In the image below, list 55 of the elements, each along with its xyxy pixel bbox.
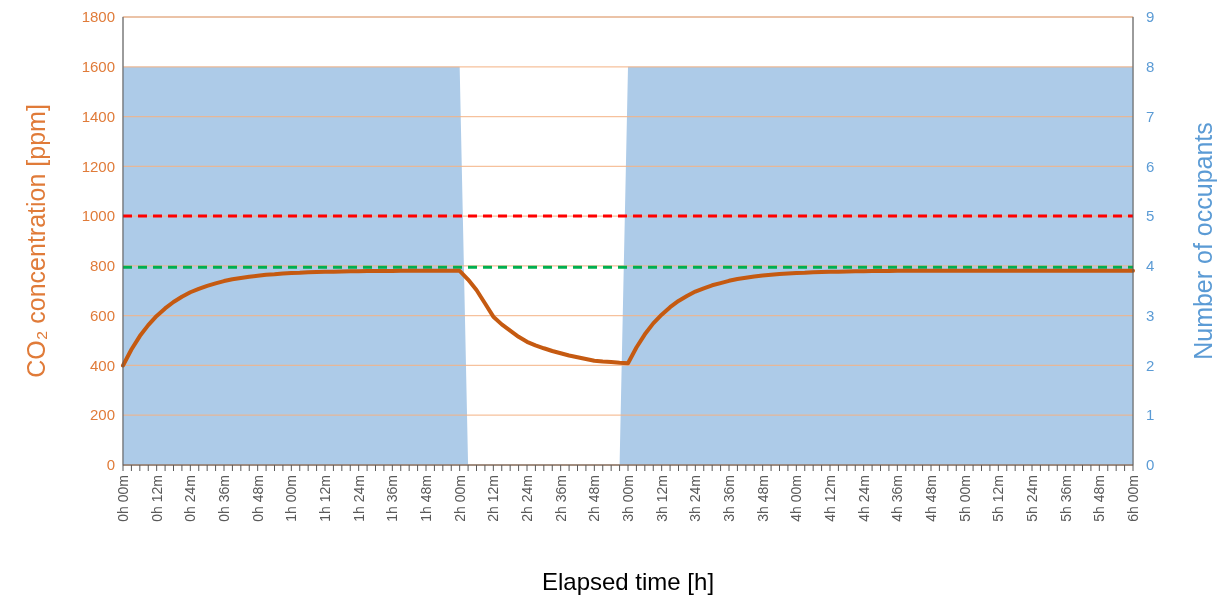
x-tick-label: 2h 48m: [586, 475, 603, 522]
x-tick-label: 2h 24m: [518, 475, 535, 522]
y2-tick-label: 5: [1146, 207, 1155, 225]
x-tick-label: 1h 00m: [283, 475, 300, 522]
x-tick-label: 5h 00m: [956, 475, 973, 522]
x-tick-label: 3h 24m: [687, 475, 704, 522]
x-tick-label: 3h 00m: [619, 475, 636, 522]
x-tick-label: 1h 48m: [417, 475, 434, 522]
x-tick-label: 5h 36m: [1057, 475, 1074, 522]
y-tick-label: 1400: [81, 107, 115, 125]
y-tick-label: 200: [89, 406, 115, 424]
y-tick-label: 0: [106, 456, 115, 474]
line-series: [121, 268, 1135, 368]
y2-axis-title: Number of occupants: [1189, 122, 1217, 360]
y2-tick-label: 1: [1146, 406, 1155, 424]
x-tick-label: 1h 24m: [350, 475, 367, 522]
x-tick-label: 5h 48m: [1091, 475, 1108, 522]
y-tick-label: 1200: [81, 157, 115, 175]
x-tick-label: 1h 12m: [316, 475, 333, 522]
y-tick-label: 400: [89, 356, 115, 374]
y-tick-label: 1800: [81, 8, 115, 26]
y2-tick-label: 0: [1146, 456, 1155, 474]
y2-tick-label: 7: [1146, 107, 1155, 125]
y2-tick-label: 4: [1146, 257, 1155, 275]
y-axis-title: CO₂ concentration [ppm]: [22, 104, 50, 378]
y-tick-label: 600: [89, 306, 115, 324]
x-tick-label: 0h 12m: [148, 475, 165, 522]
x-tick-label: 4h 24m: [855, 475, 872, 522]
x-tick-label: 2h 00m: [451, 475, 468, 522]
x-tick-label: 1h 36m: [384, 475, 401, 522]
x-tick-label: 5h 12m: [990, 475, 1007, 522]
y2-tick-label: 9: [1146, 8, 1155, 26]
x-tick-label: 0h 00m: [114, 475, 131, 522]
y-tick-label: 1600: [81, 58, 115, 76]
x-tick-label: 5h 24m: [1023, 475, 1040, 522]
x-tick-label: 4h 00m: [788, 475, 805, 522]
x-tick-label: 6h 00m: [1124, 475, 1141, 522]
y2-tick-label: 6: [1146, 157, 1155, 175]
x-tick-label: 2h 36m: [552, 475, 569, 522]
y2-tick-label: 8: [1146, 58, 1155, 76]
y2-tick-label: 3: [1146, 306, 1155, 324]
x-tick-label: 0h 48m: [249, 475, 266, 522]
x-tick-label: 3h 12m: [653, 475, 670, 522]
y2-tick-label: 2: [1146, 356, 1155, 374]
x-tick-label: 4h 48m: [922, 475, 939, 522]
x-tick-label: 0h 36m: [215, 475, 232, 522]
x-tick-label: 4h 12m: [821, 475, 838, 522]
x-tick-label: 4h 36m: [889, 475, 906, 522]
x-tick-label: 3h 48m: [754, 475, 771, 522]
x-tick-label: 3h 36m: [720, 475, 737, 522]
x-tick-label: 0h 24m: [182, 475, 199, 522]
x-tick-label: 2h 12m: [485, 475, 502, 522]
x-axis-title: Elapsed time [h]: [541, 568, 715, 595]
y-tick-label: 800: [89, 257, 115, 275]
y-tick-label: 1000: [81, 207, 115, 225]
